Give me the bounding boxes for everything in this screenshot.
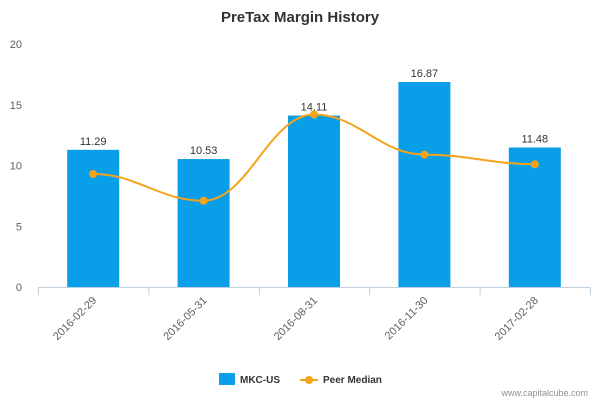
chart-title: PreTax Margin History bbox=[221, 9, 380, 26]
peer-median-point bbox=[89, 170, 98, 179]
bar bbox=[177, 159, 230, 287]
y-tick-label: 15 bbox=[10, 100, 22, 112]
bar-labels: 11.29 10.53 14.11 16.87 11.48 bbox=[80, 68, 548, 157]
bar-data-label: 11.48 bbox=[521, 134, 548, 146]
bar-data-label: 14.11 bbox=[301, 102, 328, 114]
x-axis: 2016-02-29 2016-05-31 2016-08-31 2016-11-30… bbox=[38, 287, 591, 343]
bar bbox=[288, 115, 340, 287]
legend-label-mkc[interactable]: MKC-US bbox=[240, 375, 280, 386]
legend: MKC-US Peer Median bbox=[219, 373, 382, 386]
legend-swatch-mkc[interactable] bbox=[219, 373, 235, 385]
peer-median-line bbox=[89, 110, 539, 205]
y-axis: 0 5 10 15 20 bbox=[10, 39, 22, 294]
peer-median-point bbox=[530, 160, 539, 169]
bar bbox=[508, 147, 561, 287]
legend-label-peer-median[interactable]: Peer Median bbox=[323, 375, 382, 386]
bar bbox=[398, 82, 451, 287]
y-tick-label: 5 bbox=[16, 221, 22, 233]
credit-text: www.capitalcube.com bbox=[500, 388, 588, 398]
x-tick-label: 2017-02-28 bbox=[493, 295, 541, 343]
x-tick-label: 2016-08-31 bbox=[272, 295, 320, 343]
bar-data-label: 16.87 bbox=[411, 68, 439, 80]
y-tick-label: 20 bbox=[10, 39, 22, 51]
peer-median-point bbox=[420, 150, 429, 159]
peer-median-point bbox=[310, 110, 318, 119]
bar-data-label: 11.29 bbox=[80, 136, 107, 148]
legend-swatch-peer-dot[interactable] bbox=[305, 376, 313, 384]
x-tick-label: 2016-02-29 bbox=[51, 295, 99, 343]
y-tick-label: 0 bbox=[16, 282, 22, 294]
peer-median-point bbox=[199, 196, 208, 205]
x-tick-label: 2016-05-31 bbox=[161, 295, 209, 343]
bars bbox=[67, 82, 561, 287]
peer-median-path bbox=[93, 113, 535, 202]
y-tick-label: 10 bbox=[10, 161, 22, 173]
bar-data-label: 10.53 bbox=[190, 145, 218, 157]
x-tick-label: 2016-11-30 bbox=[383, 295, 431, 343]
